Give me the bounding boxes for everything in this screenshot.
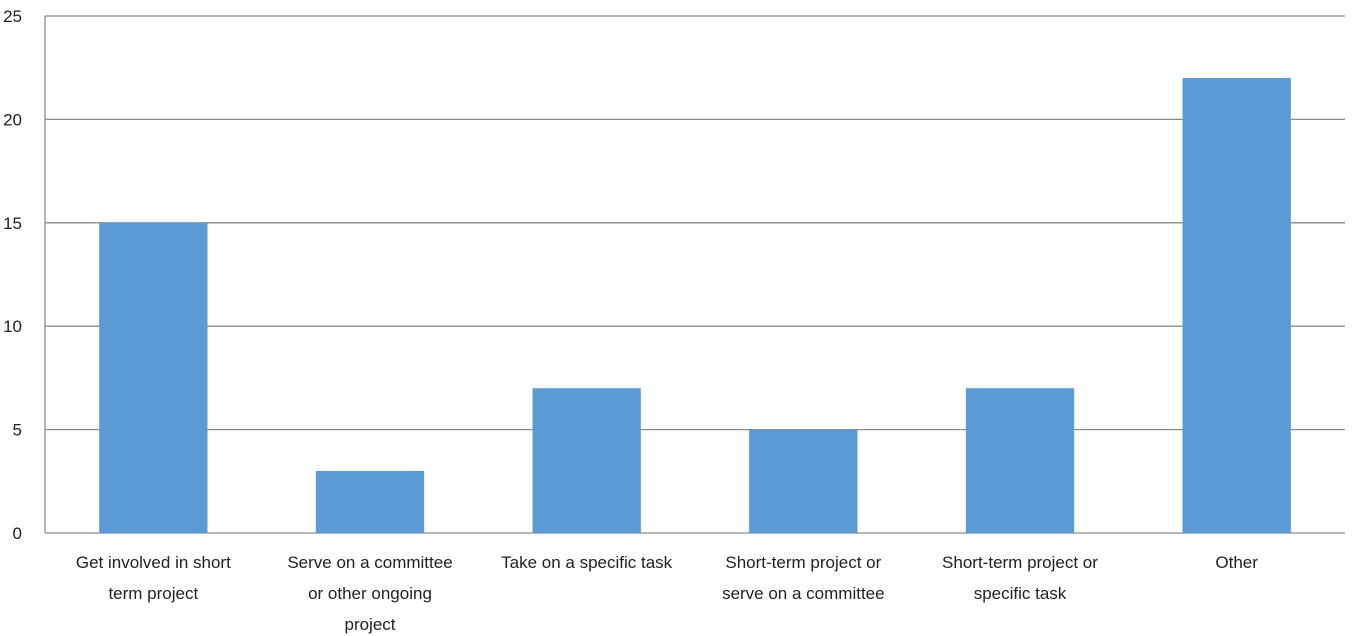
bar [315, 470, 425, 533]
bar [1182, 78, 1291, 533]
x-tick-label: Serve on a committee or other ongoing proj… [287, 553, 452, 634]
x-tick-label-line: Short-term project or [942, 553, 1098, 572]
x-tick-label: Other [1215, 553, 1258, 572]
y-tick-label: 5 [13, 421, 22, 440]
y-tick-label: 20 [3, 110, 22, 129]
x-tick-label-line: or other ongoing [308, 584, 432, 603]
x-axis-labels: Get involved in short term project Serve o… [76, 553, 1258, 634]
x-tick-label-line: project [344, 615, 395, 634]
x-tick-label-line: Other [1215, 553, 1258, 572]
bar [532, 388, 641, 533]
y-tick-label: 0 [13, 524, 22, 543]
y-axis-ticks: 0 5 10 15 20 25 [3, 7, 22, 543]
x-tick-label-line: Serve on a committee [287, 553, 452, 572]
x-tick-label-line: term project [108, 584, 198, 603]
x-tick-label-line: serve on a committee [722, 584, 885, 603]
x-tick-label: Short-term project or specific task [942, 553, 1098, 603]
x-tick-label-line: Get involved in short [76, 553, 231, 572]
x-tick-label: Get involved in short term project [76, 553, 231, 603]
bar [99, 222, 208, 534]
x-tick-label-line: Short-term project or [725, 553, 881, 572]
x-tick-label: Take on a specific task [501, 553, 673, 572]
bars [99, 78, 1291, 534]
x-tick-label-line: Take on a specific task [501, 553, 673, 572]
gridlines [44, 15, 1345, 534]
x-tick-label: Short-term project or serve on a committe… [722, 553, 885, 603]
y-tick-label: 25 [3, 7, 22, 26]
bar [965, 388, 1075, 533]
y-tick-label: 15 [3, 214, 22, 233]
x-tick-label-line: specific task [974, 584, 1067, 603]
bar [749, 429, 858, 533]
y-tick-label: 10 [3, 317, 22, 336]
